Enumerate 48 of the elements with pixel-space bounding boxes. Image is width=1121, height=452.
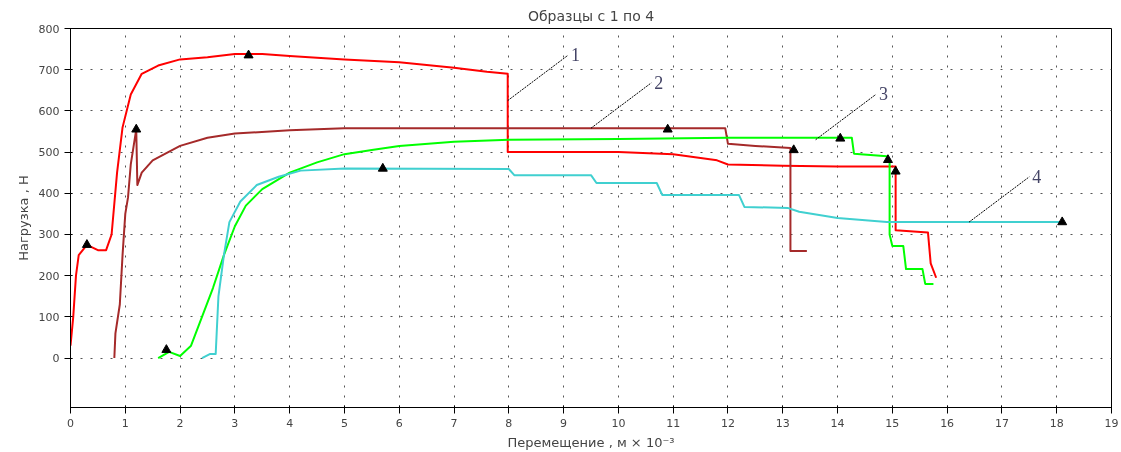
x-tick-label: 15 <box>885 416 900 430</box>
x-tick-label: 2 <box>176 416 184 430</box>
point <box>835 132 846 142</box>
point <box>81 239 92 248</box>
y-tick-label: 100 <box>38 310 60 324</box>
x-tick-label: 18 <box>1049 416 1064 430</box>
x-tick-label: 3 <box>231 416 239 430</box>
x-tick-label: 11 <box>666 416 681 430</box>
x-tick-label: 19 <box>1104 416 1119 430</box>
x-tick-label: 13 <box>775 416 790 430</box>
y-tick-label: 200 <box>38 269 60 283</box>
y-tick-label: 700 <box>38 63 60 77</box>
x-tick-label: 16 <box>940 416 955 430</box>
x-tick-label: 14 <box>830 416 845 430</box>
y-tick-label: 600 <box>38 104 60 118</box>
y-tick-label: 800 <box>38 22 60 36</box>
chart-title: Образцы с 1 по 4 <box>527 7 655 24</box>
x-tick-label: 9 <box>560 416 568 430</box>
point <box>662 123 673 133</box>
annotation: 2 <box>654 72 664 93</box>
x-tick-label: 8 <box>505 416 513 430</box>
x-tick-label: 4 <box>286 416 294 430</box>
y-tick-label: 0 <box>52 352 60 366</box>
y-tick-label: 300 <box>38 228 60 242</box>
x-tick-label: 17 <box>994 416 1009 430</box>
y-tick-label: 400 <box>38 187 60 201</box>
point <box>1057 216 1068 226</box>
point <box>788 144 799 154</box>
x-tick-label: 7 <box>450 416 458 430</box>
x-tick-label: 6 <box>395 416 403 430</box>
annotation: 3 <box>878 84 888 105</box>
point <box>882 154 893 164</box>
y-tick-label: 500 <box>38 146 60 160</box>
annotation: 4 <box>1032 166 1042 187</box>
point <box>377 162 388 172</box>
x-tick-label: 5 <box>340 416 348 430</box>
point <box>890 165 901 175</box>
line-series <box>157 136 935 360</box>
annotation: 1 <box>570 45 580 66</box>
x-tick-label: 0 <box>67 416 74 430</box>
x-tick-label: 10 <box>611 416 626 430</box>
point <box>161 344 172 353</box>
point <box>243 49 254 59</box>
point <box>131 123 142 133</box>
x-tick-label: 12 <box>720 416 735 430</box>
y-axis-title: Нагрузка , Н <box>15 175 31 261</box>
x-tick-label: 1 <box>121 416 129 430</box>
x-axis-title: Перемещение , м × 10⁻³ <box>507 434 675 450</box>
